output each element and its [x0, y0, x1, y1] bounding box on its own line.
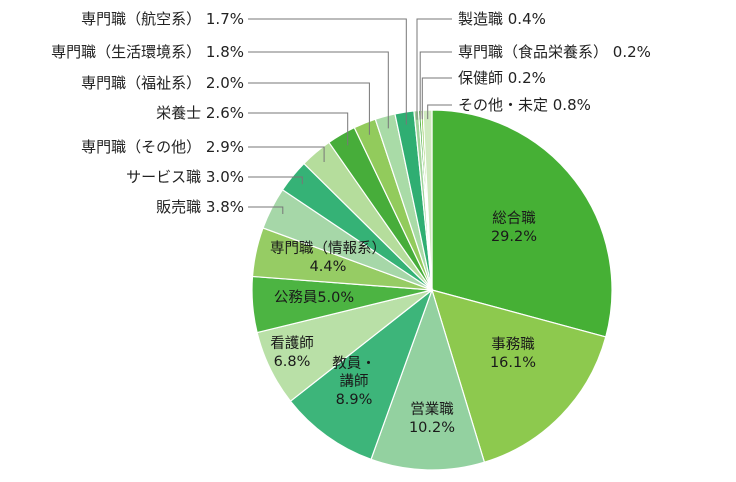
slice-0-value: 29.2% [491, 229, 537, 245]
slice-5-label-text: 公務員5.0% [274, 289, 354, 306]
slice-0-name: 総合職 [492, 210, 536, 227]
slice-3-label: 教員・講師 8.9% [332, 355, 376, 408]
slice-16-leader [421, 77, 452, 120]
slice-6-value: 4.4% [310, 259, 347, 275]
slice-7-label: 販売職 3.8% [156, 198, 244, 216]
slice-17-label: その他・未定 0.8% [458, 96, 591, 114]
pie-slices [251, 109, 613, 471]
slice-4-name: 看護師 [270, 335, 314, 352]
slice-1-name: 事務職 [491, 336, 535, 353]
slice-8-label: サービス職 3.0% [126, 168, 244, 186]
slice-0-wedge [431, 109, 613, 338]
slice-10-label: 栄養士 2.6% [156, 104, 244, 122]
slice-1-label: 事務職 16.1% [490, 336, 536, 371]
slice-2-value: 10.2% [409, 420, 455, 436]
slice-0-label: 総合職 29.2% [491, 210, 537, 245]
slice-2-label: 営業職 10.2% [409, 401, 455, 436]
leader-lines [248, 18, 452, 214]
slice-12-leader [248, 51, 389, 129]
slice-16-label: 保健師 0.2% [458, 69, 546, 87]
slice-11-label: 専門職（福祉系） 2.0% [81, 74, 244, 92]
slice-labels: 総合職 29.2% 事務職 16.1% 営業職 10.2% 教員・講師 8.9% 看護師 6.8%… [51, 10, 651, 436]
slice-9-leader [248, 146, 325, 162]
slice-3-value: 8.9% [336, 392, 373, 408]
slice-1-value: 16.1% [490, 355, 536, 371]
slice-13-label: 専門職（航空系） 1.7% [81, 10, 244, 28]
slice-1-wedge [431, 289, 607, 463]
slice-12-label: 専門職（生活環境系） 1.8% [51, 43, 244, 61]
slice-3-name: 教員・ [332, 355, 376, 372]
slice-9-label: 専門職（その他） 2.9% [81, 138, 244, 156]
slice-6-label: 専門職（情報系） 4.4% [270, 240, 386, 275]
slice-10-leader [248, 112, 349, 146]
slice-13-leader [248, 18, 407, 125]
slice-17-leader [427, 104, 452, 120]
slice-14-label: 製造職 0.4% [458, 10, 546, 28]
slice-4-label: 看護師 6.8% [270, 335, 314, 370]
slice-11-leader [248, 82, 370, 135]
slice-3-name: 講師 [340, 373, 369, 390]
slice-4-value: 6.8% [274, 354, 311, 370]
slice-15-leader [419, 51, 452, 120]
slice-2-name: 営業職 [410, 401, 454, 418]
slice-15-label: 専門職（食品栄養系） 0.2% [458, 43, 651, 61]
slice-6-name: 専門職（情報系） [270, 240, 386, 257]
slice-3-wedge [289, 288, 434, 461]
slice-2-wedge [370, 288, 486, 471]
slice-8-leader [248, 176, 303, 185]
slice-5-label: 公務員5.0% [274, 289, 354, 306]
slice-7-leader [248, 206, 284, 214]
slice-14-leader [416, 18, 452, 120]
